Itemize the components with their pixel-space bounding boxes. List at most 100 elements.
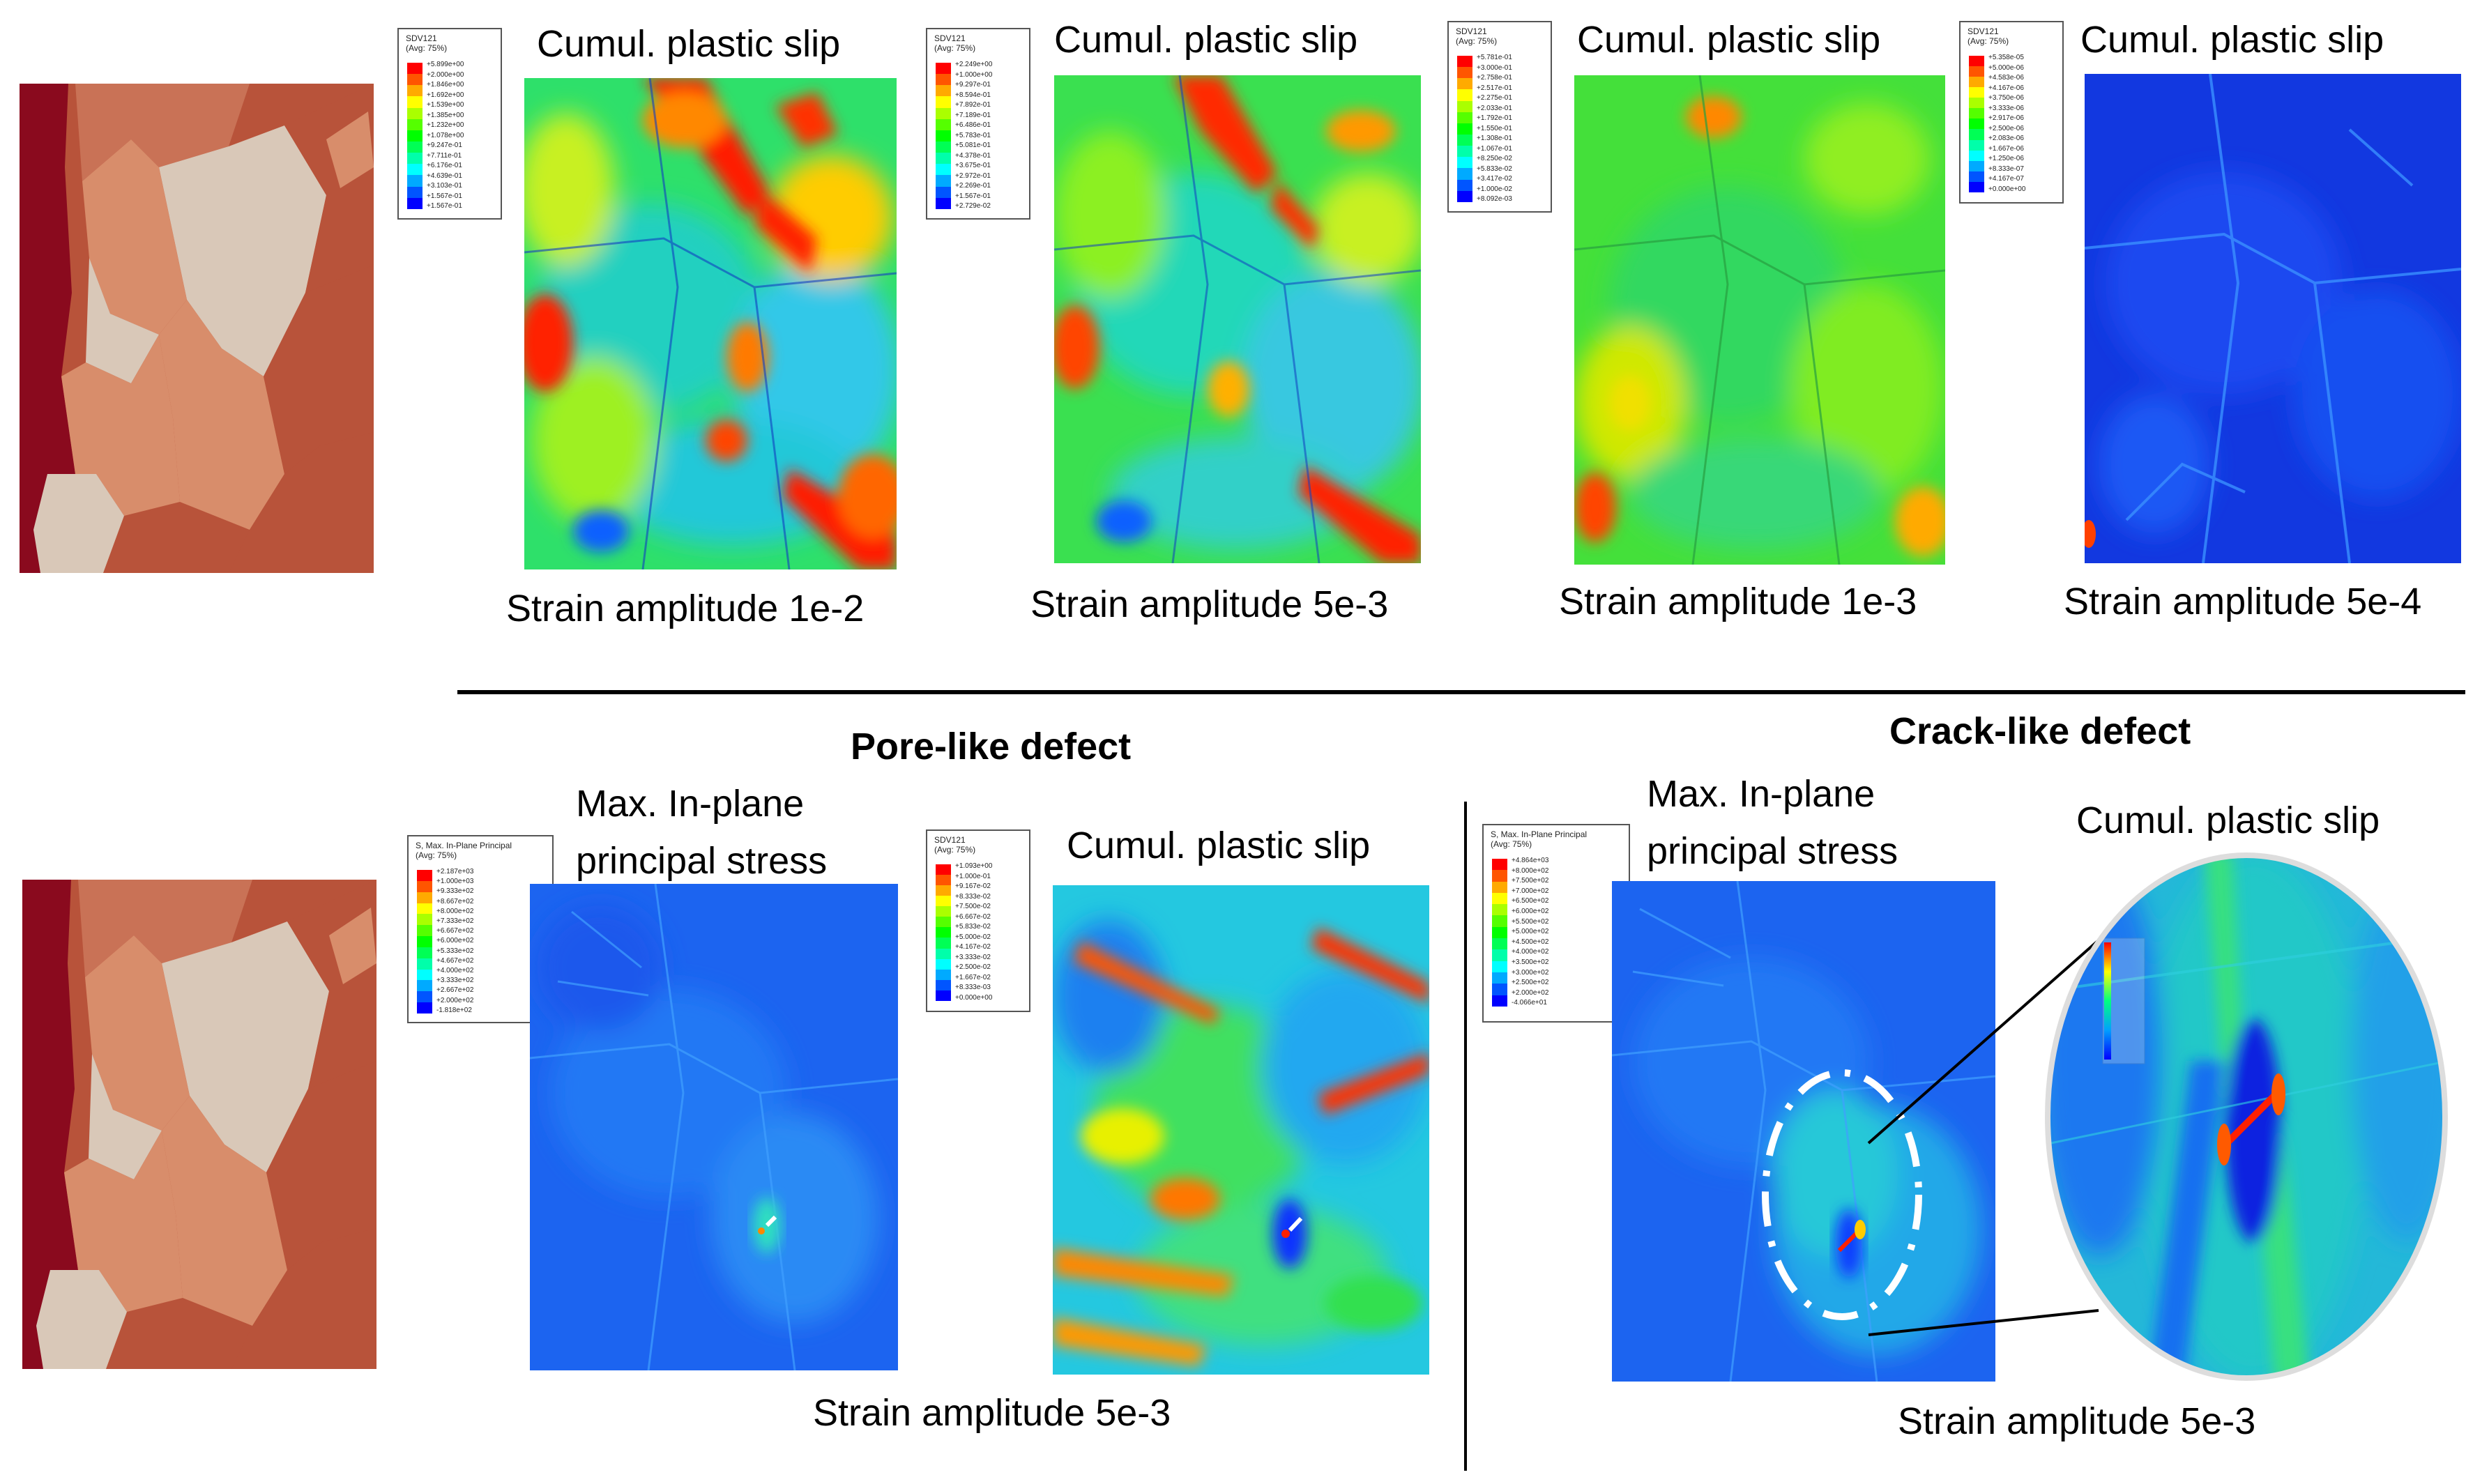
contour-map-top-1 <box>524 78 897 569</box>
legend-colorbar <box>936 864 951 1001</box>
legend-swatch <box>1492 972 1507 984</box>
panel-title-crack-stress: Max. In-plane principal stress <box>1647 773 1898 872</box>
caption-top-1: Strain amplitude 1e-2 <box>506 588 865 629</box>
legend-swatch <box>1457 168 1472 180</box>
contour-legend-top-3: SDV121 (Avg: 75%) +5.781e-01 +3.000e-01 +2.… <box>1447 21 1552 213</box>
legend-swatch <box>936 958 951 970</box>
legend-swatch <box>407 96 423 108</box>
legend-swatch <box>1457 123 1472 135</box>
grain-microstructure-top <box>20 84 374 573</box>
legend-swatch <box>1492 984 1507 995</box>
panel-title-top-4: Cumul. plastic slip <box>2080 19 2384 61</box>
legend-swatch <box>936 164 951 176</box>
legend-swatch <box>407 74 423 86</box>
crack-defect-heading: Crack-like defect <box>1889 710 2191 752</box>
legend-swatch <box>1492 881 1507 893</box>
legend-swatch <box>407 141 423 153</box>
legend-swatch <box>1492 892 1507 905</box>
legend-swatch <box>417 914 432 926</box>
legend-swatch <box>1969 98 1984 109</box>
legend-swatch <box>936 864 951 875</box>
legend-swatch <box>936 63 951 75</box>
legend-swatch <box>936 927 951 938</box>
panel-title-pore-slip: Cumul. plastic slip <box>1067 825 1371 866</box>
legend-swatch <box>1492 870 1507 882</box>
panel-title-top-1: Cumul. plastic slip <box>537 23 841 65</box>
legend-swatch <box>1457 112 1472 123</box>
legend-swatch <box>407 118 423 130</box>
legend-swatch <box>1969 56 1984 67</box>
contour-map-top-3 <box>1574 75 1945 565</box>
caption-top-3: Strain amplitude 1e-3 <box>1559 581 1917 622</box>
legend-swatch <box>1457 134 1472 146</box>
legend-swatch <box>936 96 951 108</box>
legend-swatch <box>1969 87 1984 98</box>
legend-swatch <box>417 991 432 1003</box>
legend-swatch <box>407 130 423 141</box>
legend-swatch <box>936 906 951 917</box>
legend-swatch <box>1457 56 1472 68</box>
contour-legend-pore-slip: SDV121 (Avg: 75%) +1.093e+00 +1.000e-01 +9.… <box>926 829 1030 1012</box>
legend-swatch <box>417 1002 432 1013</box>
zoomed-crack-inset <box>2044 852 2449 1382</box>
legend-swatch <box>1457 89 1472 101</box>
legend-swatch <box>1457 67 1472 79</box>
vertical-separator <box>1464 802 1467 1471</box>
horizontal-separator <box>457 690 2465 694</box>
contour-map-pore-stress <box>530 884 898 1370</box>
legend-colorbar <box>417 870 432 1013</box>
legend-swatch <box>417 870 432 881</box>
legend-swatch <box>417 980 432 992</box>
panel-title-crack-slip: Cumul. plastic slip <box>2076 800 2380 841</box>
legend-swatch <box>417 936 432 947</box>
legend-swatch <box>936 917 951 928</box>
legend-swatch <box>1969 160 1984 171</box>
grain-microstructure-bottom <box>22 880 376 1369</box>
legend-swatch <box>936 107 951 119</box>
legend-swatch <box>936 979 951 990</box>
legend-swatch <box>407 197 423 209</box>
legend-swatch <box>1492 938 1507 950</box>
legend-swatch <box>1457 100 1472 112</box>
legend-swatch <box>1969 139 1984 151</box>
contour-legend-top-2: SDV121 (Avg: 75%) +2.249e+00 +1.000e+00 +9.… <box>926 28 1030 220</box>
legend-swatch <box>1969 171 1984 182</box>
legend-swatch <box>936 85 951 97</box>
legend-swatch <box>936 175 951 187</box>
contour-legend-top-1: SDV121 (Avg: 75%) +5.899e+00 +2.000e+00 +1.… <box>397 28 502 220</box>
legend-swatch <box>936 875 951 886</box>
panel-title-pore-stress: Max. In-plane principal stress <box>576 783 828 882</box>
legend-swatch <box>407 164 423 176</box>
legend-swatch <box>936 896 951 907</box>
legend-swatch <box>1457 146 1472 158</box>
legend-swatch <box>1969 181 1984 192</box>
legend-swatch <box>417 947 432 958</box>
legend-swatch <box>417 925 432 937</box>
legend-swatch <box>1457 157 1472 169</box>
caption-top-2: Strain amplitude 5e-3 <box>1030 583 1389 625</box>
legend-swatch <box>407 153 423 165</box>
legend-swatch <box>1969 108 1984 119</box>
contour-map-crack-stress <box>1612 881 1995 1382</box>
legend-swatch <box>936 197 951 209</box>
legend-swatch <box>1969 129 1984 140</box>
legend-swatch <box>936 74 951 86</box>
legend-swatch <box>407 63 423 75</box>
legend-swatch <box>1969 66 1984 77</box>
legend-swatch <box>936 990 951 1001</box>
legend-swatch <box>1492 904 1507 916</box>
legend-swatch <box>936 948 951 959</box>
contour-legend-pore-stress: S, Max. In-Plane Principal (Avg: 75%) +2.… <box>407 835 554 1023</box>
contour-legend-crack-stress: S, Max. In-Plane Principal (Avg: 75%) +4.… <box>1482 824 1630 1023</box>
legend-swatch <box>936 885 951 896</box>
legend-swatch <box>936 186 951 198</box>
caption-top-4: Strain amplitude 5e-4 <box>2064 581 2422 622</box>
legend-swatch <box>936 141 951 153</box>
contour-map-top-4 <box>2085 74 2461 563</box>
legend-colorbar <box>1457 56 1472 202</box>
legend-colorbar <box>1492 859 1507 1007</box>
legend-colorbar <box>1969 56 1984 192</box>
contour-map-top-2 <box>1054 75 1421 563</box>
legend-swatch <box>417 880 432 892</box>
panel-title-top-2: Cumul. plastic slip <box>1054 19 1358 61</box>
